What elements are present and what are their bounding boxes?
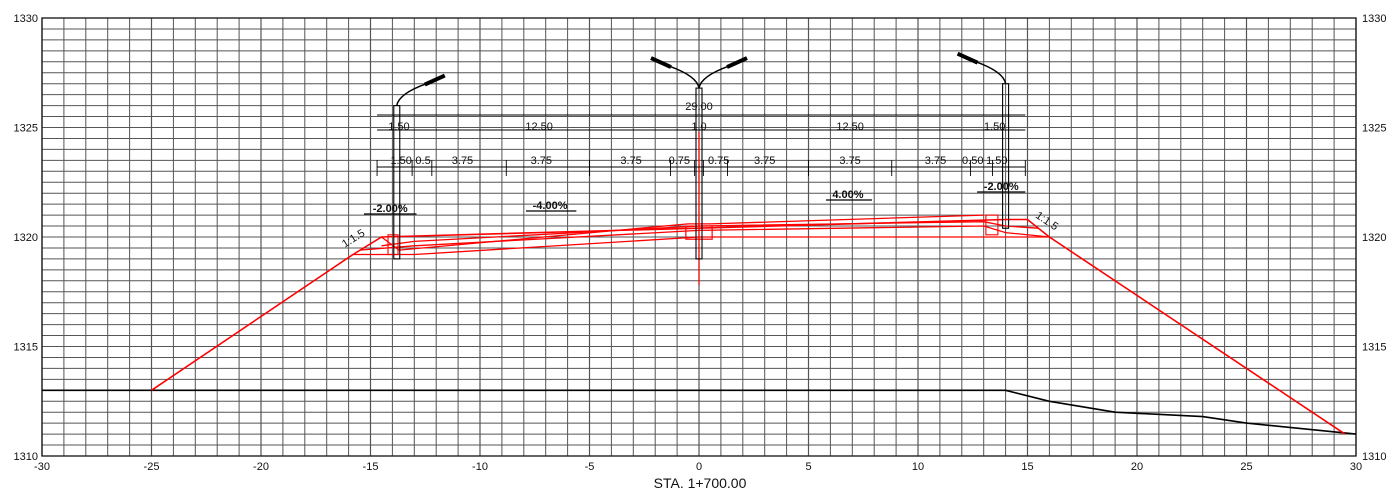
road-design-section: [151, 131, 1346, 435]
lamp-arm: [975, 60, 1007, 84]
pavement-layer: [381, 221, 1039, 247]
lane-dimension-label: 0.50: [962, 155, 983, 167]
top-dimension-label: 1.0: [691, 121, 706, 133]
x-tick-label: -15: [363, 461, 379, 473]
top-dimension-label: 1.50: [984, 121, 1005, 133]
y-tick-label-left: 1330: [14, 13, 38, 25]
lamp-head: [423, 73, 446, 87]
lane-dimension-label: 3.75: [452, 155, 473, 167]
lane-dimension-label: 1.50: [390, 155, 411, 167]
lamp-arm: [668, 65, 700, 89]
y-tick-label-right: 1320: [1362, 232, 1386, 244]
left-curb: [387, 234, 399, 256]
existing-ground-profile: [42, 389, 1357, 435]
lamp-head: [956, 51, 979, 65]
pavement-layer: [381, 214, 984, 251]
y-tick-label-left: 1325: [14, 123, 38, 135]
lane-dimension-label: 3.75: [839, 155, 860, 167]
right-shoulder-slope: -2.00%: [984, 181, 1019, 193]
ground-line: [42, 389, 1357, 435]
lane-dimension-label: 3.75: [620, 155, 641, 167]
x-tick-label: 20: [1131, 461, 1143, 473]
lane-dimension-label: 3.75: [925, 155, 946, 167]
y-tick-label-right: 1330: [1362, 13, 1386, 25]
y-tick-label-right: 1315: [1362, 342, 1386, 354]
right-curb: [985, 214, 999, 236]
top-dimension-label: 1.50: [388, 121, 409, 133]
total-width-label: 29.00: [685, 101, 713, 113]
lamp-arm: [698, 65, 730, 89]
lamp-head: [726, 56, 748, 69]
x-tick-label: 10: [912, 461, 924, 473]
pavement-layer: [359, 225, 1050, 251]
top-dimension-label: 12.50: [836, 121, 864, 133]
y-tick-label-right: 1310: [1362, 451, 1386, 463]
x-tick-label: 30: [1350, 461, 1362, 473]
x-tick-label: 25: [1240, 461, 1252, 473]
x-tick-label: 5: [805, 461, 811, 473]
lane-dimension-label: 0.5: [415, 155, 430, 167]
x-tick-label: -25: [144, 461, 160, 473]
lane-dimension-label: 0.75: [708, 155, 729, 167]
lamp-arm: [396, 82, 428, 106]
y-tick-label-left: 1310: [14, 451, 38, 463]
embankment-outline: [151, 218, 1346, 435]
pavement-layer: [353, 236, 1050, 256]
lane-dimension-label: 3.75: [531, 155, 552, 167]
lane-dimension-label: 3.75: [754, 155, 775, 167]
right-lanes-slope: 4.00%: [832, 189, 863, 201]
y-tick-label-left: 1315: [14, 342, 38, 354]
x-tick-label: 15: [1021, 461, 1033, 473]
top-dimension-label: 12.50: [525, 121, 553, 133]
y-tick-label-right: 1325: [1362, 123, 1386, 135]
x-tick-label: -5: [585, 461, 595, 473]
lane-dimension-label: 0.75: [669, 155, 690, 167]
left-lanes-slope: -4.00%: [533, 200, 568, 212]
lamp-posts: [393, 51, 1010, 260]
grid-border: [41, 17, 1357, 457]
lane-dimension-label: 1.50: [986, 155, 1007, 167]
left-shoulder-slope: -2.00%: [373, 203, 408, 215]
x-tick-label: -10: [472, 461, 488, 473]
dimension-annotations: 29.00 1.50 12.50 1.0 12.50 1.50 1.50 0.5 3.75 3.7…: [340, 101, 1060, 250]
y-tick-label-left: 1320: [14, 232, 38, 244]
left-embankment-slope: 1:1.5: [340, 227, 367, 250]
station-label: STA. 1+700.00: [654, 475, 747, 491]
x-tick-label: 0: [696, 461, 702, 473]
lamp-head: [650, 56, 672, 69]
right-embankment-slope: 1:1.5: [1033, 210, 1060, 234]
x-tick-label: -20: [253, 461, 269, 473]
x-tick-label: -30: [34, 461, 50, 473]
